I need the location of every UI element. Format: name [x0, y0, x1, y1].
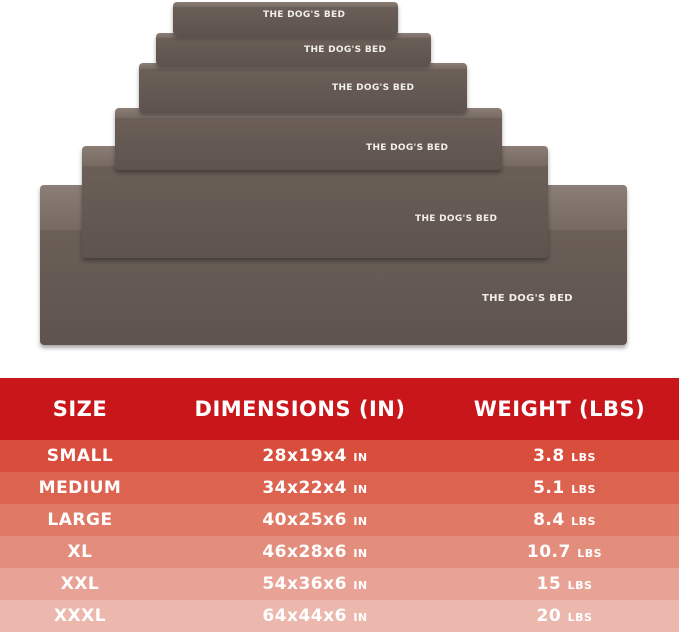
dimensions-value: 34x22x4	[262, 478, 347, 498]
table-row: MEDIUM 34x22x4 IN 5.1 LBS	[0, 472, 679, 504]
weight-unit: LBS	[577, 547, 603, 560]
table-row: SMALL 28x19x4 IN 3.8 LBS	[0, 440, 679, 472]
weight-value: 5.1	[533, 478, 565, 498]
weight-cell: 8.4 LBS	[440, 510, 679, 530]
header-size: SIZE	[52, 397, 108, 421]
table-row: LARGE 40x25x6 IN 8.4 LBS	[0, 504, 679, 536]
dimensions-cell: 64x44x6 IN	[160, 606, 440, 626]
table-row: XL 46x28x6 IN 10.7 LBS	[0, 536, 679, 568]
dimensions-cell: 54x36x6 IN	[160, 574, 440, 594]
table-header: SIZE DIMENSIONS (IN) WEIGHT (LBS)	[0, 378, 679, 440]
weight-value: 3.8	[533, 446, 565, 466]
size-cell: XXXL	[53, 606, 107, 626]
bed-label: THE DOG'S BED	[332, 83, 415, 93]
size-chart-table: SIZE DIMENSIONS (IN) WEIGHT (LBS) SMALL …	[0, 378, 679, 632]
header-weight: WEIGHT (LBS)	[473, 397, 646, 421]
weight-cell: 3.8 LBS	[440, 446, 679, 466]
weight-value: 15	[536, 574, 562, 594]
dimensions-cell: 46x28x6 IN	[160, 542, 440, 562]
dimensions-value: 46x28x6	[262, 542, 347, 562]
dimensions-cell: 40x25x6 IN	[160, 510, 440, 530]
size-cell: SMALL	[46, 446, 114, 466]
dimensions-value: 40x25x6	[262, 510, 347, 530]
dimensions-value: 64x44x6	[262, 606, 347, 626]
weight-value: 10.7	[526, 542, 571, 562]
size-cell: LARGE	[47, 510, 113, 530]
weight-value: 8.4	[533, 510, 565, 530]
weight-unit: LBS	[571, 483, 596, 496]
header-dimensions: DIMENSIONS (IN)	[194, 397, 406, 421]
bed-label: THE DOG'S BED	[366, 143, 449, 153]
dimensions-cell: 28x19x4 IN	[160, 446, 440, 466]
bed-label: THE DOG'S BED	[482, 293, 573, 304]
size-cell: XXL	[60, 574, 100, 594]
dimensions-unit: IN	[353, 515, 368, 528]
weight-cell: 20 LBS	[440, 606, 679, 626]
weight-value: 20	[536, 606, 562, 626]
table-row: XXL 54x36x6 IN 15 LBS	[0, 568, 679, 600]
dimensions-unit: IN	[353, 579, 368, 592]
dimensions-value: 54x36x6	[262, 574, 347, 594]
dimensions-cell: 34x22x4 IN	[160, 478, 440, 498]
bed-label: THE DOG'S BED	[263, 10, 346, 20]
bed-medium: THE DOG'S BED	[156, 33, 431, 65]
dimensions-unit: IN	[353, 451, 368, 464]
bed-xl: THE DOG'S BED	[115, 108, 502, 170]
dimensions-unit: IN	[353, 483, 368, 496]
size-cell: XL	[67, 542, 93, 562]
weight-unit: LBS	[571, 451, 596, 464]
dimensions-value: 28x19x4	[262, 446, 347, 466]
size-cell: MEDIUM	[38, 478, 122, 498]
bed-large: THE DOG'S BED	[139, 63, 467, 112]
weight-unit: LBS	[567, 579, 593, 592]
weight-unit: LBS	[567, 611, 593, 624]
bed-small: THE DOG'S BED	[173, 2, 398, 35]
bed-label: THE DOG'S BED	[415, 214, 498, 224]
dimensions-unit: IN	[353, 611, 368, 624]
weight-cell: 10.7 LBS	[440, 542, 679, 562]
table-row: XXXL 64x44x6 IN 20 LBS	[0, 600, 679, 632]
weight-unit: LBS	[571, 515, 596, 528]
weight-cell: 5.1 LBS	[440, 478, 679, 498]
bed-label: THE DOG'S BED	[304, 45, 387, 55]
weight-cell: 15 LBS	[440, 574, 679, 594]
dimensions-unit: IN	[353, 547, 368, 560]
